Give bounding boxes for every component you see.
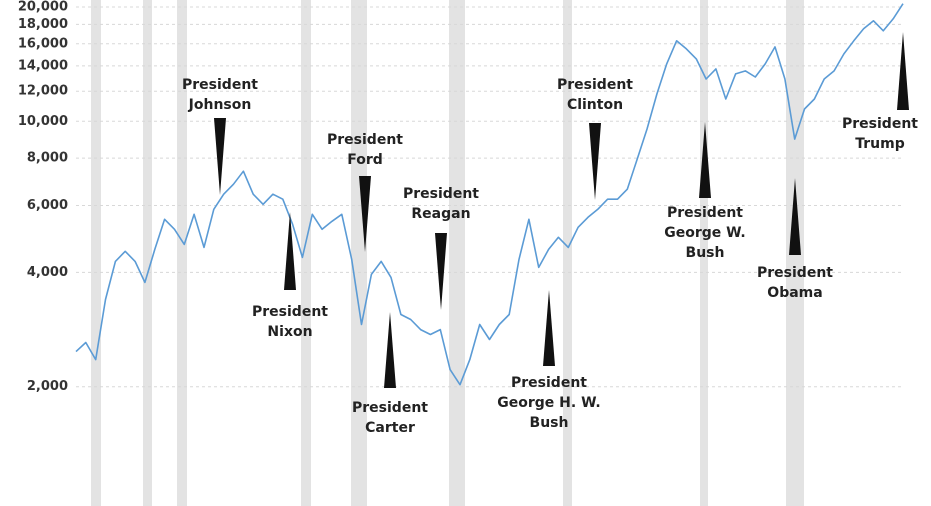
recession-band <box>563 0 572 506</box>
recession-band <box>351 0 367 506</box>
annotation-text: Carter <box>365 420 415 436</box>
grid: 2,000 4,000 6,000 8,000 10,000 12,000 14,000 16… <box>18 0 903 394</box>
recession-band <box>449 0 465 506</box>
annotation-arrow <box>214 118 226 195</box>
annotation-text: Reagan <box>411 206 470 222</box>
y-tick-label: 8,000 <box>27 151 68 166</box>
annotation-arrow <box>897 32 909 110</box>
annotation-text: George W. <box>664 225 746 241</box>
y-tick-label: 18,000 <box>18 17 68 32</box>
annotation-arrow <box>384 312 396 388</box>
annotation-text: President <box>842 116 918 132</box>
annotation-text: President <box>557 77 633 93</box>
annotation-text: President <box>352 400 428 416</box>
y-tick-label: 10,000 <box>18 114 68 129</box>
annotation-text: George H. W. <box>497 395 600 411</box>
y-tick-label: 4,000 <box>27 265 68 280</box>
annotations: President Johnson President Nixon President F… <box>182 32 918 436</box>
annotation-arrow <box>589 123 601 200</box>
annotation-text: President <box>667 205 743 221</box>
recession-band <box>700 0 708 506</box>
annotation-text: Trump <box>855 136 905 152</box>
y-tick-label: 6,000 <box>27 198 68 213</box>
annotation-arrow <box>435 233 447 310</box>
annotation-text: Clinton <box>567 97 623 113</box>
data-line <box>75 3 904 386</box>
annotation-arrow <box>699 122 711 198</box>
annotation-text: Nixon <box>267 324 312 340</box>
recession-band <box>301 0 311 506</box>
recession-band <box>177 0 187 506</box>
annotation-arrow <box>543 290 555 366</box>
plot <box>75 3 904 386</box>
annotation-arrow <box>359 176 371 252</box>
annotation-text: Bush <box>686 245 725 261</box>
annotation-text: President <box>327 132 403 148</box>
annotation-text: President <box>182 77 258 93</box>
annotation-arrow <box>284 212 296 290</box>
y-tick-label: 2,000 <box>27 379 68 394</box>
annotation-text: Bush <box>530 415 569 431</box>
recession-band <box>143 0 152 506</box>
y-tick-label: 20,000 <box>18 0 68 15</box>
y-tick-label: 14,000 <box>18 58 68 73</box>
y-tick-label: 16,000 <box>18 36 68 51</box>
annotation-text: Johnson <box>188 97 252 113</box>
recession-band <box>91 0 101 506</box>
annotation-text: President <box>757 265 833 281</box>
y-tick-label: 12,000 <box>18 84 68 99</box>
annotation-text: President <box>511 375 587 391</box>
annotation-text: Obama <box>767 285 822 301</box>
annotation-text: President <box>252 304 328 320</box>
annotation-text: President <box>403 186 479 202</box>
annotation-arrow <box>789 178 801 255</box>
annotation-text: Ford <box>347 152 383 168</box>
